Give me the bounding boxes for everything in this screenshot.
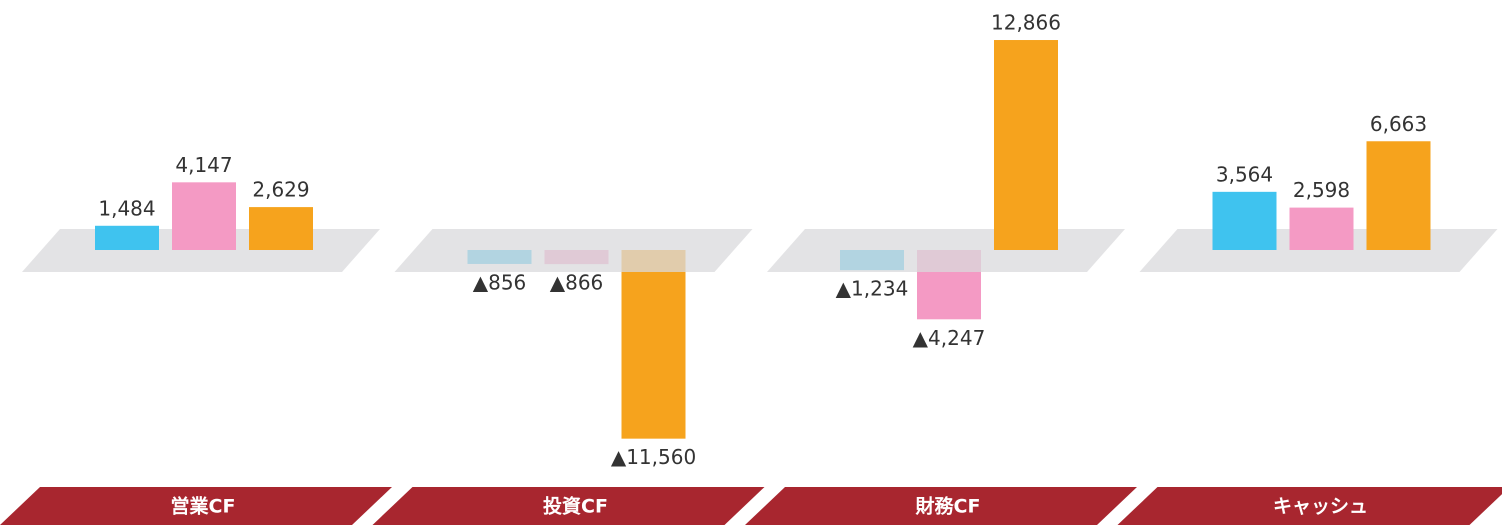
category-label: 営業CF	[171, 495, 236, 518]
category-label: 財務CF	[916, 495, 981, 518]
value-label: ▲11,560	[611, 445, 696, 469]
value-label: 6,663	[1370, 112, 1427, 136]
bar	[1212, 191, 1277, 250]
bar	[1366, 141, 1431, 250]
value-label: 2,598	[1293, 178, 1350, 202]
value-label: 1,484	[98, 196, 155, 220]
bar	[1289, 207, 1354, 250]
value-label: ▲856	[473, 270, 527, 294]
value-label: 12,866	[991, 11, 1061, 35]
value-label: ▲1,234	[836, 277, 909, 301]
category-label: 投資CF	[543, 495, 608, 518]
value-label: 2,629	[252, 178, 309, 202]
value-label: ▲866	[550, 271, 604, 295]
category-banner	[745, 487, 1137, 525]
bar	[621, 250, 686, 439]
value-label: 4,147	[175, 153, 232, 177]
value-label: 3,564	[1216, 162, 1273, 186]
bar	[95, 225, 159, 250]
bar	[249, 207, 313, 250]
bar	[994, 40, 1058, 250]
platform	[394, 229, 753, 272]
category-label: キャッシュ	[1273, 496, 1368, 518]
category-banner	[372, 487, 765, 525]
platform	[767, 229, 1125, 272]
value-label: ▲4,247	[913, 326, 986, 350]
category-banner	[0, 487, 392, 525]
category-banner	[1117, 487, 1502, 525]
bar	[172, 182, 236, 250]
